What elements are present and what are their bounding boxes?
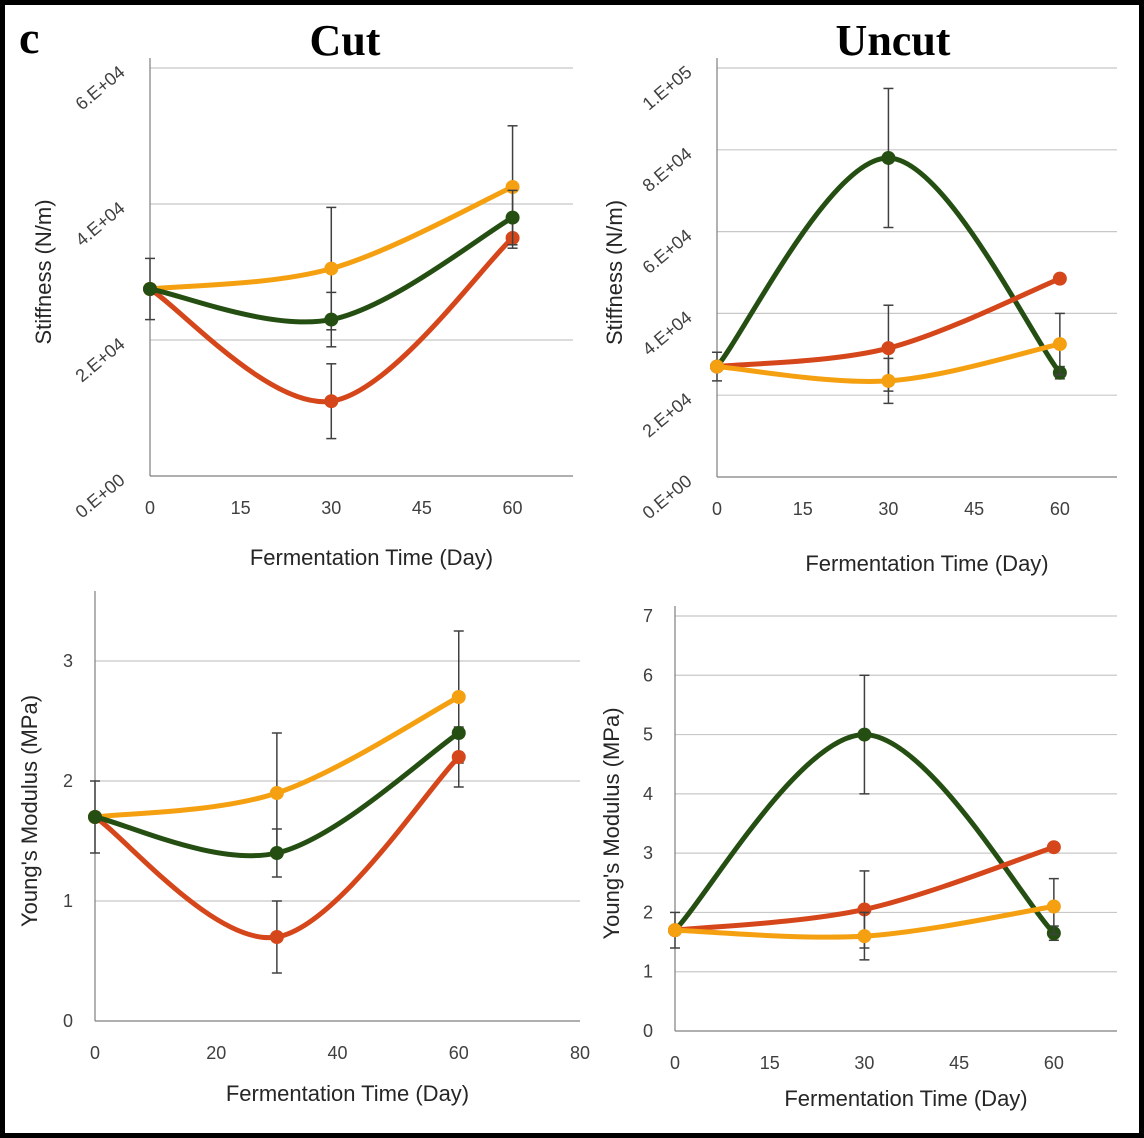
x-tick-label: 60 xyxy=(1044,1053,1064,1073)
y-tick-label: 0 xyxy=(643,1021,653,1041)
x-tick-label: 30 xyxy=(878,499,898,519)
data-point xyxy=(451,750,466,764)
y-tick-label: 0.E+00 xyxy=(639,471,696,523)
x-axis-title: Fermentation Time (Day) xyxy=(250,545,493,570)
data-point xyxy=(324,394,339,409)
data-point xyxy=(269,786,284,800)
x-tick-label: 15 xyxy=(793,499,813,519)
x-tick-label: 0 xyxy=(670,1053,680,1073)
x-tick-label: 15 xyxy=(231,498,251,518)
data-point xyxy=(1046,840,1061,855)
y-tick-label: 6.E+04 xyxy=(72,62,129,114)
data-point xyxy=(324,261,339,276)
x-tick-label: 60 xyxy=(449,1043,469,1063)
x-axis-title: Fermentation Time (Day) xyxy=(226,1081,469,1106)
data-point xyxy=(668,923,682,938)
data-point xyxy=(324,312,339,327)
y-tick-label: 2 xyxy=(643,902,653,922)
x-tick-label: 45 xyxy=(964,499,984,519)
y-tick-label: 2.E+04 xyxy=(72,334,129,386)
y-tick-label: 2 xyxy=(63,771,73,791)
data-point xyxy=(269,846,284,860)
y-tick-label: 4 xyxy=(643,784,653,804)
data-point xyxy=(88,810,102,824)
data-point xyxy=(1052,271,1067,286)
x-tick-label: 30 xyxy=(854,1053,874,1073)
x-tick-label: 20 xyxy=(206,1043,226,1063)
y-tick-label: 8.E+04 xyxy=(639,144,696,196)
y-tick-label: 6.E+04 xyxy=(639,225,696,277)
y-tick-label: 2.E+04 xyxy=(639,389,696,441)
chart-cut-modulus: 0 1 2 3 0 20 40 60 80 Fermentation Time (Day) Youn… xyxy=(17,591,590,1106)
y-tick-label: 7 xyxy=(643,606,653,626)
x-tick-label: 0 xyxy=(712,499,722,519)
y-tick-label: 4.E+04 xyxy=(639,307,696,359)
x-axis-title: Fermentation Time (Day) xyxy=(805,551,1048,576)
panel-letter: c xyxy=(19,12,39,63)
chart-cut-stiffness: 0.E+00 2.E+04 4.E+04 6.E+04 0 15 30 45 60 Ferment… xyxy=(31,58,573,570)
x-tick-label: 60 xyxy=(1050,499,1070,519)
x-tick-label: 80 xyxy=(570,1043,590,1063)
x-tick-label: 45 xyxy=(412,498,432,518)
data-point xyxy=(881,373,896,388)
y-axis-title: Stiffness (N/m) xyxy=(602,200,627,345)
x-axis-title: Fermentation Time (Day) xyxy=(784,1086,1027,1111)
y-tick-label: 5 xyxy=(643,725,653,745)
data-point xyxy=(857,727,872,742)
x-tick-label: 0 xyxy=(145,498,155,518)
x-tick-label: 15 xyxy=(760,1053,780,1073)
y-tick-label: 6 xyxy=(643,665,653,685)
y-tick-label: 3 xyxy=(643,843,653,863)
data-point xyxy=(269,930,284,944)
x-tick-label: 45 xyxy=(949,1053,969,1073)
y-tick-label: 1.E+05 xyxy=(639,62,696,114)
data-point xyxy=(143,282,157,296)
series-orange xyxy=(710,312,1067,405)
x-tick-label: 30 xyxy=(321,498,341,518)
data-point xyxy=(451,726,466,740)
data-point xyxy=(881,150,896,165)
series-green xyxy=(88,726,466,878)
x-tick-label: 60 xyxy=(503,498,523,518)
data-point xyxy=(881,341,896,356)
y-axis-title: Stiffness (N/m) xyxy=(31,199,56,344)
figure-canvas: c Cut Uncut 0.E+002.E+044.E+046.E+040 15 3… xyxy=(17,12,1117,1111)
series-orange xyxy=(668,877,1061,961)
y-tick-label: 4.E+04 xyxy=(72,198,129,250)
x-tick-label: 0 xyxy=(90,1043,100,1063)
y-axis-title: Young's Modulus (MPa) xyxy=(17,695,42,927)
data-point xyxy=(505,210,520,225)
y-tick-label: 0 xyxy=(63,1011,73,1031)
y-tick-label: 1 xyxy=(63,891,73,911)
series-green xyxy=(143,189,520,348)
series-green xyxy=(668,674,1061,949)
y-tick-label: 0.E+00 xyxy=(72,470,129,522)
chart-uncut-stiffness: 0.E+00 2.E+04 4.E+04 6.E+04 8.E+04 1.E+05 0 15 3… xyxy=(602,58,1117,576)
y-tick-label: 1 xyxy=(643,962,653,982)
data-point xyxy=(710,359,724,374)
column-title-cut: Cut xyxy=(310,16,381,65)
data-point xyxy=(1046,899,1061,914)
data-point xyxy=(857,929,872,944)
column-title-uncut: Uncut xyxy=(836,16,951,65)
x-tick-label: 40 xyxy=(327,1043,347,1063)
y-axis-title: Young's Modulus (MPa) xyxy=(599,707,624,939)
data-point xyxy=(1052,337,1067,352)
y-tick-label: 3 xyxy=(63,651,73,671)
data-point xyxy=(451,690,466,704)
